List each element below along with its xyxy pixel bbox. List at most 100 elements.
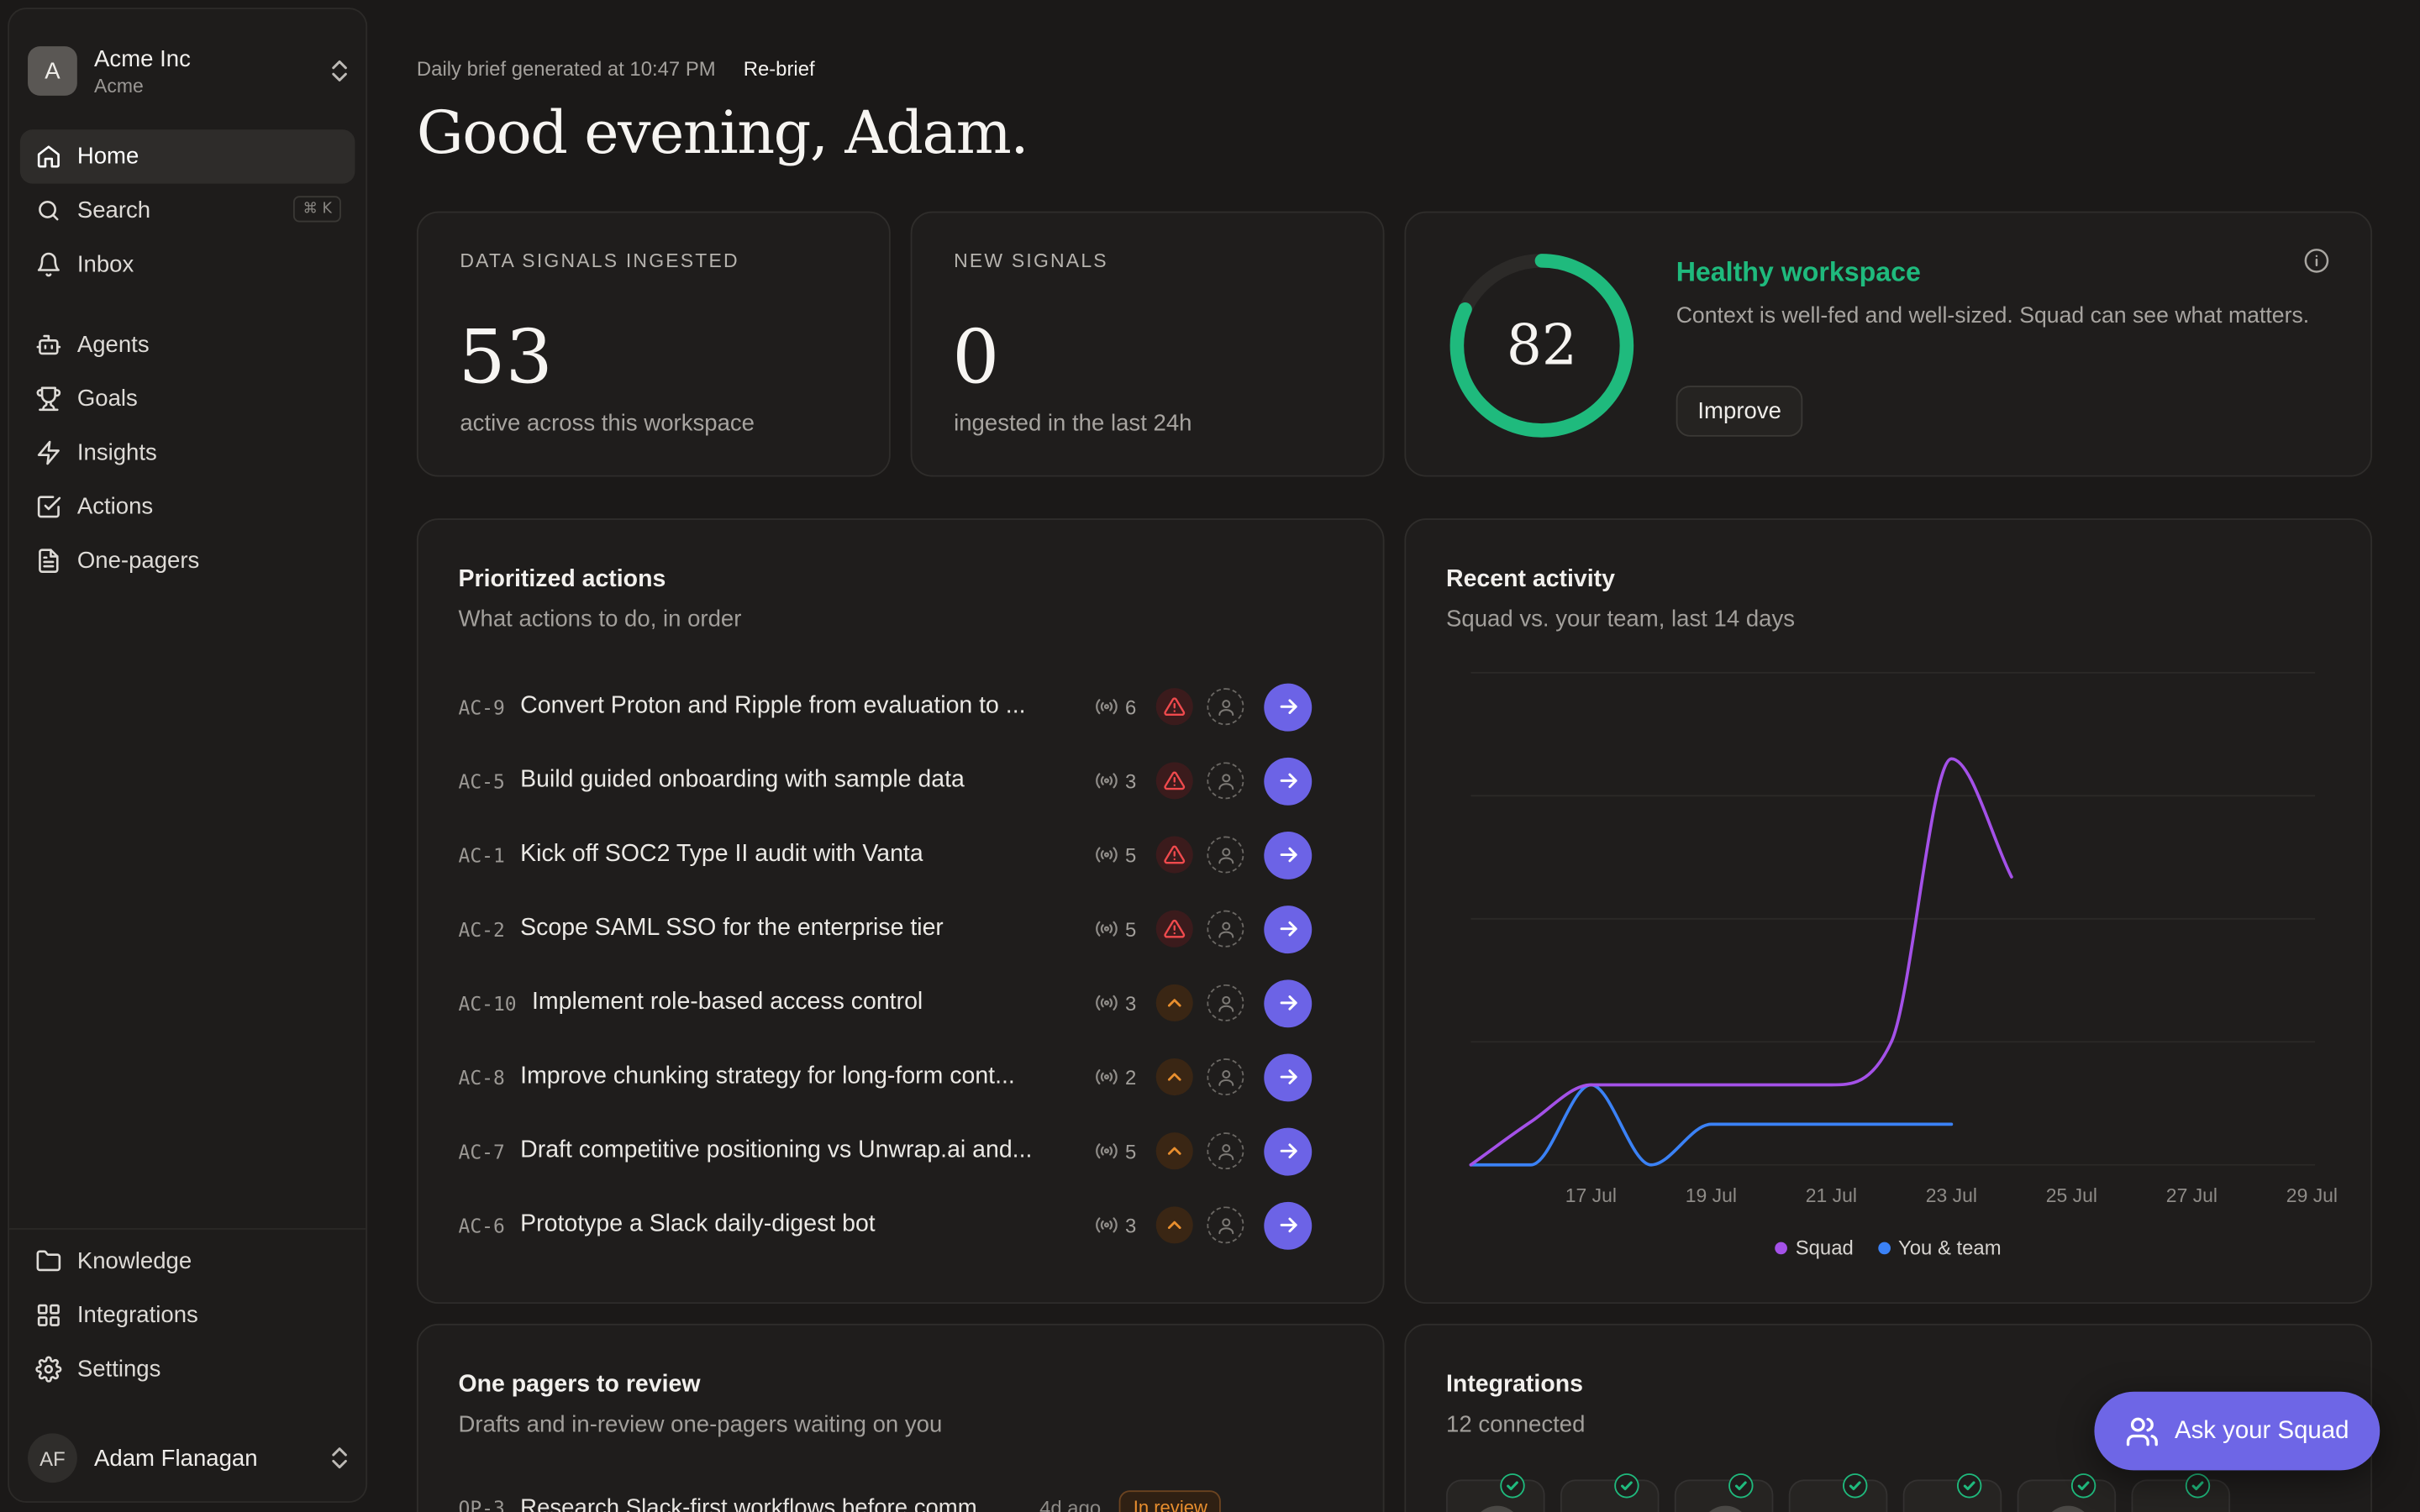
assignee-icon[interactable] — [1207, 1058, 1244, 1096]
info-icon[interactable] — [2302, 247, 2330, 275]
assignee-icon[interactable] — [1207, 1132, 1244, 1170]
section-subtitle: 12 connected — [1446, 1411, 1586, 1438]
brief-bar: Daily brief generated at 10:47 PM Re-bri… — [417, 57, 815, 81]
legend-dot-icon — [1775, 1241, 1788, 1254]
open-action-button[interactable] — [1264, 905, 1313, 953]
high-priority-icon[interactable] — [1155, 1058, 1193, 1096]
nav-actions[interactable]: Actions — [20, 480, 355, 533]
nav-search[interactable]: Search ⌘ K — [20, 184, 355, 238]
nav-settings[interactable]: Settings — [20, 1342, 355, 1396]
assignee-icon[interactable] — [1207, 984, 1244, 1021]
signal-icon — [1094, 846, 1125, 864]
action-row[interactable]: AC-5 Build guided onboarding with sample … — [459, 756, 1313, 806]
ask-squad-button[interactable]: Ask your Squad — [2094, 1391, 2381, 1471]
action-row[interactable]: AC-6 Prototype a Slack daily-digest bot 3 — [459, 1200, 1313, 1250]
zap-icon — [37, 440, 60, 465]
series-line-you-team — [1469, 1083, 1954, 1167]
chevron-updown-icon — [332, 60, 347, 81]
action-id: AC-7 — [458, 1139, 505, 1163]
one-pager-row[interactable]: OP-3 Research Slack-first workflows befo… — [459, 1488, 1322, 1512]
signal-icon — [1094, 1068, 1125, 1086]
open-action-button[interactable] — [1264, 682, 1313, 731]
action-row[interactable]: AC-10 Implement role-based access control… — [459, 978, 1313, 1027]
integration-tile[interactable] — [1446, 1473, 1545, 1512]
improve-button[interactable]: Improve — [1676, 386, 1803, 437]
brief-timestamp: Daily brief generated at 10:47 PM — [416, 56, 716, 81]
assignee-icon[interactable] — [1207, 910, 1244, 948]
assignee-icon[interactable] — [1207, 688, 1244, 726]
x-tick-label: 21 Jul — [1806, 1184, 1857, 1206]
nav-integrations[interactable]: Integrations — [20, 1289, 355, 1342]
assignee-icon[interactable] — [1207, 762, 1244, 800]
nav-search-label: Search — [76, 197, 151, 224]
signal-count: 3 — [1094, 991, 1140, 1015]
arrow-right-icon — [1276, 769, 1300, 793]
action-row[interactable]: AC-2 Scope SAML SSO for the enterprise ti… — [459, 904, 1313, 953]
legend-item[interactable]: You & team — [1878, 1236, 2002, 1259]
checkbox-icon — [37, 496, 61, 518]
prioritized-actions-card: Prioritized actions What actions to do, … — [416, 518, 1385, 1305]
urgent-priority-icon[interactable] — [1155, 910, 1193, 948]
open-action-button[interactable] — [1264, 831, 1313, 879]
urgent-priority-icon[interactable] — [1155, 762, 1193, 800]
stat-value: 0 — [952, 314, 1000, 402]
bot-icon — [36, 334, 61, 355]
nav-goals[interactable]: Goals — [20, 372, 355, 426]
high-priority-icon[interactable] — [1155, 1132, 1193, 1170]
action-row[interactable]: AC-7 Draft competitive positioning vs Unw… — [459, 1126, 1313, 1176]
integration-tile[interactable] — [1788, 1473, 1888, 1512]
legend-item[interactable]: Squad — [1775, 1236, 1854, 1259]
action-row[interactable]: AC-8 Improve chunking strategy for long-f… — [459, 1053, 1313, 1102]
stat-subtext: ingested in the last 24h — [954, 410, 1192, 437]
integration-tile[interactable] — [1560, 1473, 1660, 1512]
nav-inbox[interactable]: Inbox — [20, 238, 355, 291]
user-menu[interactable]: AF Adam Flanagan — [28, 1431, 350, 1483]
legend-label: Squad — [1795, 1236, 1854, 1259]
action-id: AC-6 — [458, 1213, 505, 1237]
integration-tile[interactable] — [2017, 1473, 2117, 1512]
signal-icon — [1094, 1142, 1125, 1160]
action-row[interactable]: AC-1 Kick off SOC2 Type II audit with Van… — [459, 830, 1313, 879]
integration-tile[interactable] — [1902, 1473, 2002, 1512]
workspace-switcher[interactable]: A Acme Inc Acme — [28, 37, 350, 105]
integration-tile[interactable] — [1674, 1473, 1774, 1512]
nav-actions-label: Actions — [76, 493, 154, 520]
high-priority-icon[interactable] — [1155, 1206, 1193, 1244]
assignee-icon[interactable] — [1207, 1206, 1244, 1244]
signal-count: 2 — [1094, 1065, 1140, 1089]
one-pager-title: Research Slack-first workflows before co… — [520, 1494, 997, 1512]
nav-agents[interactable]: Agents — [20, 318, 355, 371]
x-tick-label: 17 Jul — [1565, 1184, 1617, 1206]
x-tick-label: 23 Jul — [1926, 1184, 1977, 1206]
signal-count-value: 3 — [1124, 769, 1137, 793]
urgent-priority-icon[interactable] — [1155, 836, 1193, 874]
open-action-button[interactable] — [1264, 756, 1313, 805]
assignee-icon[interactable] — [1207, 836, 1244, 874]
open-action-button[interactable] — [1264, 979, 1313, 1027]
check-icon — [1956, 1473, 1982, 1499]
section-title: One pagers to review — [458, 1371, 701, 1399]
nav-home[interactable]: Home — [19, 129, 355, 184]
integration-logo-icon — [1472, 1505, 1523, 1512]
nav-one-pagers[interactable]: One-pagers — [20, 534, 355, 588]
nav-knowledge[interactable]: Knowledge — [20, 1234, 355, 1288]
nav-insights[interactable]: Insights — [20, 426, 355, 480]
rebrief-button[interactable]: Re-brief — [743, 56, 815, 81]
one-pagers-card: One pagers to review Drafts and in-revie… — [416, 1323, 1385, 1512]
stat-card-ingested: DATA SIGNALS INGESTED 53 active across t… — [416, 211, 891, 477]
stat-label: NEW SIGNALS — [954, 249, 1108, 272]
sidebar: A Acme Inc Acme Home Search ⌘ K Inbox — [8, 8, 368, 1503]
open-action-button[interactable] — [1264, 1126, 1313, 1175]
action-row[interactable]: AC-9 Convert Proton and Ripple from evalu… — [459, 682, 1313, 732]
open-action-button[interactable] — [1264, 1200, 1313, 1249]
settings-nav: Knowledge Integrations Settings — [20, 1234, 355, 1396]
signal-count-value: 5 — [1124, 916, 1137, 941]
high-priority-icon[interactable] — [1155, 984, 1193, 1021]
urgent-priority-icon[interactable] — [1155, 688, 1193, 726]
integration-tile[interactable] — [2131, 1473, 2231, 1512]
one-pager-id: OP-3 — [458, 1495, 505, 1512]
recent-activity-card: Recent activity Squad vs. your team, las… — [1404, 518, 2373, 1305]
signal-count-value: 2 — [1124, 1065, 1137, 1089]
open-action-button[interactable] — [1264, 1053, 1313, 1101]
nav-goals-label: Goals — [76, 386, 138, 412]
